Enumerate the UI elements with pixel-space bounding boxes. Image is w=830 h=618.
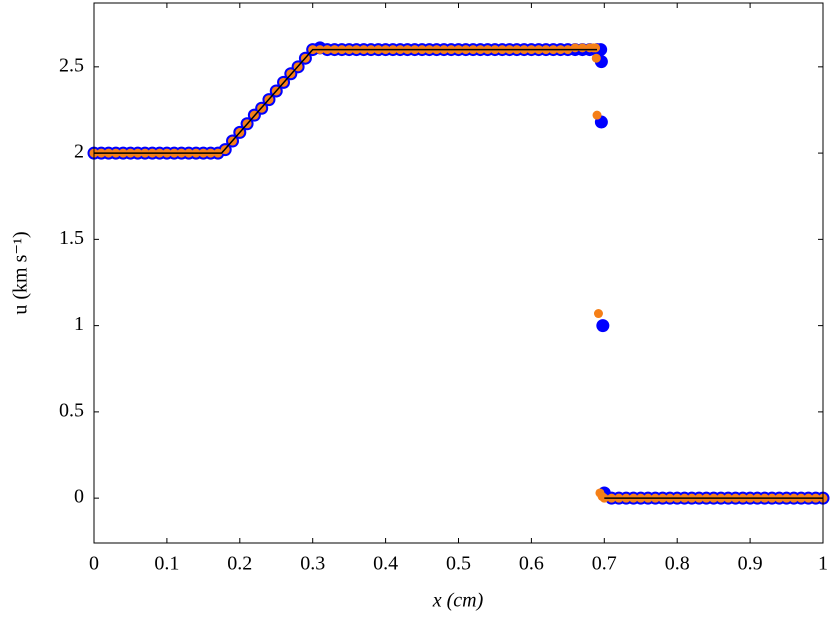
x-tick-label: 1: [818, 553, 828, 575]
x-tick-label: 0: [89, 553, 99, 575]
y-tick-label: 2.5: [59, 54, 84, 76]
line: [94, 48, 823, 499]
x-tick-label: 0.8: [665, 553, 690, 575]
y-axis-label: u (km s⁻¹): [10, 231, 32, 314]
marker: [591, 43, 601, 53]
x-axis-label: x (cm): [432, 590, 484, 612]
marker: [593, 309, 603, 319]
marker: [592, 110, 602, 120]
x-tick-label: 0.6: [519, 553, 544, 575]
x-tick-label: 0.2: [227, 553, 252, 575]
x-tick-label: 0.4: [373, 553, 398, 575]
y-tick-label: 1.5: [59, 227, 84, 249]
x-tick-label: 0.5: [446, 553, 471, 575]
x-tick-label: 0.3: [300, 553, 325, 575]
y-tick-label: 0.5: [59, 399, 84, 421]
plot-area: [87, 41, 830, 505]
x-tick-label: 0.7: [592, 553, 617, 575]
marker: [596, 319, 610, 333]
y-tick-label: 1: [74, 313, 84, 335]
axes-frame: [93, 2, 824, 544]
x-tick-label: 0.9: [738, 553, 763, 575]
y-tick-label: 0: [74, 486, 84, 508]
marker: [591, 53, 601, 63]
x-tick-label: 0.1: [154, 553, 179, 575]
y-tick-label: 2: [74, 141, 84, 163]
